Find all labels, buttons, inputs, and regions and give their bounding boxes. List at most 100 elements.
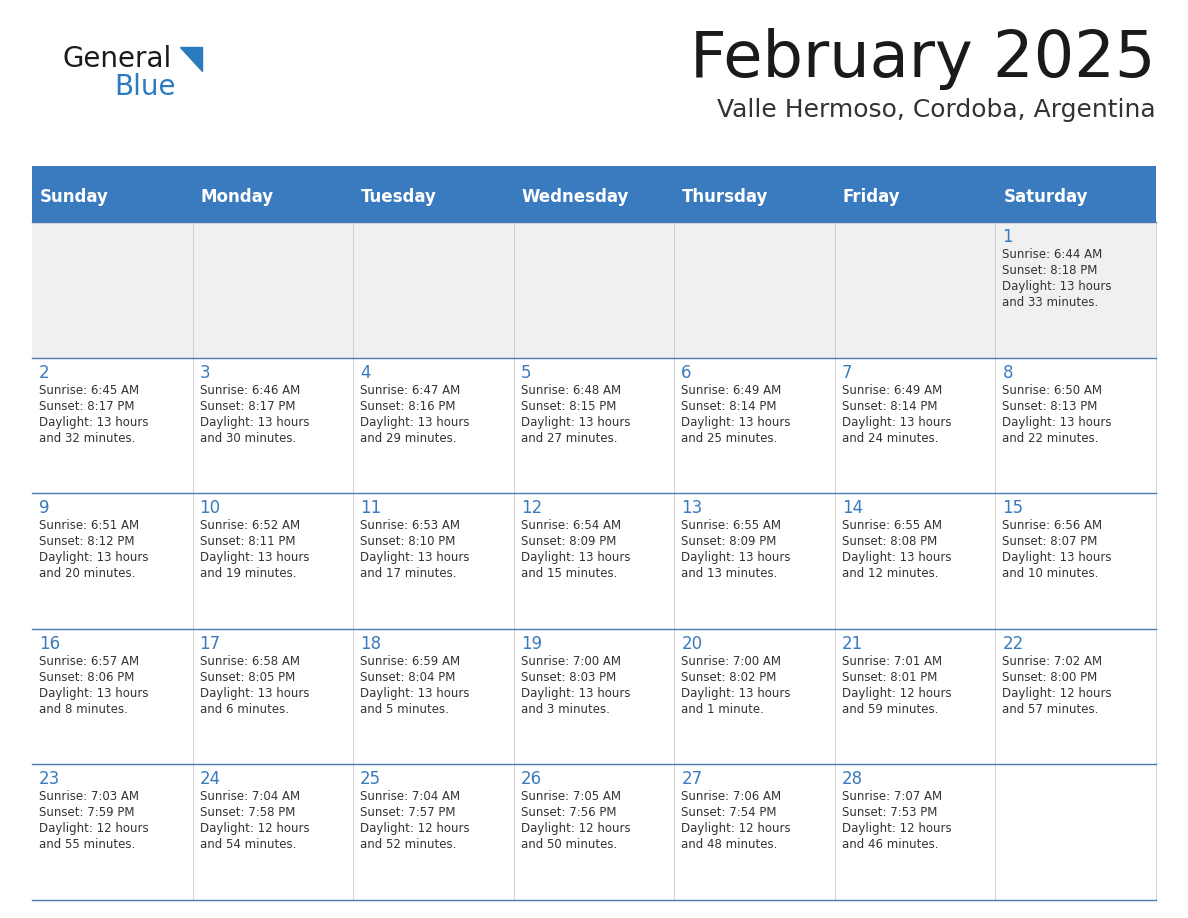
Text: Sunrise: 6:50 AM: Sunrise: 6:50 AM bbox=[1003, 384, 1102, 397]
Text: February 2025: February 2025 bbox=[690, 28, 1156, 90]
Text: and 29 minutes.: and 29 minutes. bbox=[360, 431, 456, 444]
Text: and 19 minutes.: and 19 minutes. bbox=[200, 567, 296, 580]
Text: Daylight: 12 hours: Daylight: 12 hours bbox=[842, 687, 952, 700]
Text: Sunrise: 7:01 AM: Sunrise: 7:01 AM bbox=[842, 655, 942, 667]
Text: Sunset: 8:03 PM: Sunset: 8:03 PM bbox=[520, 671, 615, 684]
Bar bbox=[835, 493, 996, 629]
Bar bbox=[513, 493, 675, 629]
Text: Sunrise: 7:02 AM: Sunrise: 7:02 AM bbox=[1003, 655, 1102, 667]
Text: 11: 11 bbox=[360, 499, 381, 517]
Text: Daylight: 12 hours: Daylight: 12 hours bbox=[842, 823, 952, 835]
Text: General: General bbox=[62, 45, 171, 73]
Text: and 48 minutes.: and 48 minutes. bbox=[681, 838, 778, 851]
Text: Sunrise: 6:49 AM: Sunrise: 6:49 AM bbox=[681, 384, 782, 397]
Text: and 12 minutes.: and 12 minutes. bbox=[842, 567, 939, 580]
Text: Sunrise: 6:58 AM: Sunrise: 6:58 AM bbox=[200, 655, 299, 667]
Text: 17: 17 bbox=[200, 635, 221, 653]
Text: Saturday: Saturday bbox=[1004, 188, 1088, 206]
Text: Sunset: 8:16 PM: Sunset: 8:16 PM bbox=[360, 399, 456, 412]
Text: Valle Hermoso, Cordoba, Argentina: Valle Hermoso, Cordoba, Argentina bbox=[718, 98, 1156, 122]
Text: 5: 5 bbox=[520, 364, 531, 382]
Text: 8: 8 bbox=[1003, 364, 1013, 382]
Bar bbox=[32, 222, 192, 358]
Text: Sunset: 8:04 PM: Sunset: 8:04 PM bbox=[360, 671, 455, 684]
Text: and 13 minutes.: and 13 minutes. bbox=[681, 567, 778, 580]
Text: and 30 minutes.: and 30 minutes. bbox=[200, 431, 296, 444]
Bar bbox=[353, 765, 513, 900]
Text: Sunrise: 7:04 AM: Sunrise: 7:04 AM bbox=[200, 790, 299, 803]
Text: Friday: Friday bbox=[842, 188, 901, 206]
Text: 27: 27 bbox=[681, 770, 702, 789]
Bar bbox=[353, 493, 513, 629]
Text: Sunset: 7:57 PM: Sunset: 7:57 PM bbox=[360, 806, 456, 820]
Text: Daylight: 13 hours: Daylight: 13 hours bbox=[681, 551, 791, 565]
Text: Sunset: 8:10 PM: Sunset: 8:10 PM bbox=[360, 535, 455, 548]
Text: and 8 minutes.: and 8 minutes. bbox=[39, 703, 128, 716]
Text: 4: 4 bbox=[360, 364, 371, 382]
Text: Daylight: 13 hours: Daylight: 13 hours bbox=[681, 416, 791, 429]
Text: Sunrise: 6:55 AM: Sunrise: 6:55 AM bbox=[842, 520, 942, 532]
Text: Sunset: 8:08 PM: Sunset: 8:08 PM bbox=[842, 535, 937, 548]
Text: and 27 minutes.: and 27 minutes. bbox=[520, 431, 618, 444]
Text: 15: 15 bbox=[1003, 499, 1024, 517]
Text: and 54 minutes.: and 54 minutes. bbox=[200, 838, 296, 851]
Text: 13: 13 bbox=[681, 499, 702, 517]
Text: Tuesday: Tuesday bbox=[361, 188, 437, 206]
Bar bbox=[835, 629, 996, 765]
Text: Sunset: 7:59 PM: Sunset: 7:59 PM bbox=[39, 806, 134, 820]
Text: Daylight: 13 hours: Daylight: 13 hours bbox=[681, 687, 791, 700]
Bar bbox=[192, 765, 353, 900]
Text: 22: 22 bbox=[1003, 635, 1024, 653]
Text: Daylight: 13 hours: Daylight: 13 hours bbox=[200, 551, 309, 565]
Text: Thursday: Thursday bbox=[682, 188, 769, 206]
Bar bbox=[996, 629, 1156, 765]
Text: Daylight: 13 hours: Daylight: 13 hours bbox=[360, 416, 469, 429]
Text: Daylight: 13 hours: Daylight: 13 hours bbox=[520, 416, 630, 429]
Text: 3: 3 bbox=[200, 364, 210, 382]
Text: and 59 minutes.: and 59 minutes. bbox=[842, 703, 939, 716]
Bar bbox=[32, 166, 1156, 172]
Text: Daylight: 12 hours: Daylight: 12 hours bbox=[200, 823, 309, 835]
Text: Sunset: 7:56 PM: Sunset: 7:56 PM bbox=[520, 806, 617, 820]
Text: and 22 minutes.: and 22 minutes. bbox=[1003, 431, 1099, 444]
Text: Daylight: 13 hours: Daylight: 13 hours bbox=[1003, 551, 1112, 565]
Text: Daylight: 13 hours: Daylight: 13 hours bbox=[520, 687, 630, 700]
Text: 7: 7 bbox=[842, 364, 852, 382]
Text: Sunset: 7:58 PM: Sunset: 7:58 PM bbox=[200, 806, 295, 820]
Text: Sunrise: 6:56 AM: Sunrise: 6:56 AM bbox=[1003, 520, 1102, 532]
Text: Daylight: 13 hours: Daylight: 13 hours bbox=[520, 551, 630, 565]
Text: Sunset: 8:07 PM: Sunset: 8:07 PM bbox=[1003, 535, 1098, 548]
Text: Sunset: 7:54 PM: Sunset: 7:54 PM bbox=[681, 806, 777, 820]
Bar bbox=[996, 765, 1156, 900]
Text: Sunrise: 6:59 AM: Sunrise: 6:59 AM bbox=[360, 655, 460, 667]
Bar bbox=[192, 222, 353, 358]
Bar bbox=[513, 358, 675, 493]
Bar bbox=[996, 358, 1156, 493]
Text: 6: 6 bbox=[681, 364, 691, 382]
Text: Sunrise: 7:07 AM: Sunrise: 7:07 AM bbox=[842, 790, 942, 803]
Text: and 1 minute.: and 1 minute. bbox=[681, 703, 764, 716]
Text: Daylight: 12 hours: Daylight: 12 hours bbox=[360, 823, 469, 835]
Text: 28: 28 bbox=[842, 770, 862, 789]
Bar bbox=[675, 358, 835, 493]
Text: Sunrise: 7:00 AM: Sunrise: 7:00 AM bbox=[520, 655, 620, 667]
Text: Sunrise: 6:46 AM: Sunrise: 6:46 AM bbox=[200, 384, 299, 397]
Text: Sunrise: 6:57 AM: Sunrise: 6:57 AM bbox=[39, 655, 139, 667]
Text: and 5 minutes.: and 5 minutes. bbox=[360, 703, 449, 716]
Bar bbox=[32, 172, 1156, 222]
Text: 14: 14 bbox=[842, 499, 862, 517]
Text: Sunset: 8:09 PM: Sunset: 8:09 PM bbox=[681, 535, 777, 548]
Text: Sunrise: 6:53 AM: Sunrise: 6:53 AM bbox=[360, 520, 460, 532]
Bar bbox=[996, 493, 1156, 629]
Text: Sunrise: 7:04 AM: Sunrise: 7:04 AM bbox=[360, 790, 460, 803]
Text: Sunset: 8:05 PM: Sunset: 8:05 PM bbox=[200, 671, 295, 684]
Text: Daylight: 13 hours: Daylight: 13 hours bbox=[39, 416, 148, 429]
Text: and 15 minutes.: and 15 minutes. bbox=[520, 567, 617, 580]
Bar bbox=[353, 222, 513, 358]
Text: and 52 minutes.: and 52 minutes. bbox=[360, 838, 456, 851]
Bar bbox=[32, 358, 192, 493]
Bar bbox=[32, 765, 192, 900]
Text: Daylight: 13 hours: Daylight: 13 hours bbox=[1003, 416, 1112, 429]
Text: 26: 26 bbox=[520, 770, 542, 789]
Text: Sunset: 8:14 PM: Sunset: 8:14 PM bbox=[842, 399, 937, 412]
